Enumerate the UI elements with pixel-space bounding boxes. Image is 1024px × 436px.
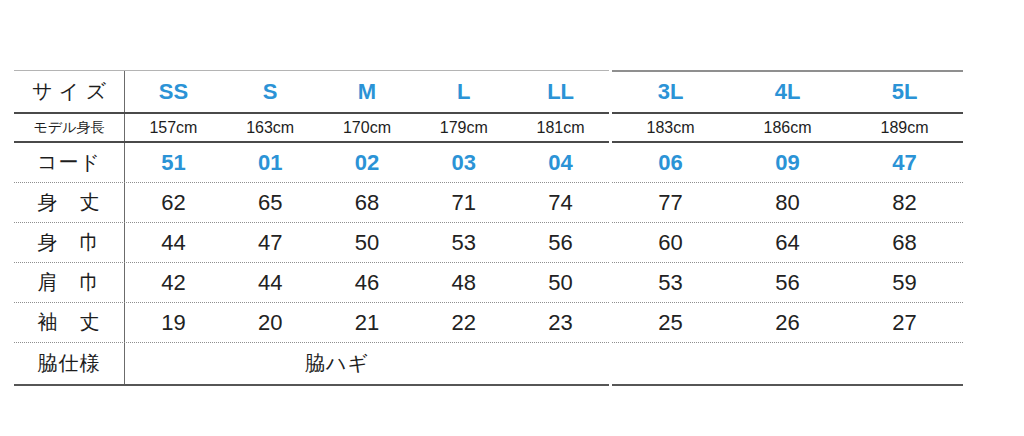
size-cell-s: S [222, 79, 319, 105]
side-spec-label: 脇仕様 [14, 343, 125, 384]
model-height-row: モデル身長 157cm 163cm 170cm 179cm 181cm [14, 114, 609, 143]
size-cell-5l: 5L [846, 79, 963, 105]
measurement-cell: 64 [729, 230, 846, 256]
measurement-cell: 23 [512, 310, 609, 336]
size-cell-4l: 4L [729, 79, 846, 105]
size-header-row-right: 3L 4L 5L [612, 70, 963, 114]
shoulder-width-row-right: 53 56 59 [612, 263, 963, 303]
measurement-cell: 56 [512, 230, 609, 256]
shoulder-width-label: 肩 巾 [14, 263, 125, 302]
size-cell-ll: LL [512, 79, 609, 105]
measurement-cell: 56 [729, 270, 846, 296]
size-chart-section-right: 3L 4L 5L 183cm 186cm 189cm 06 09 47 77 8… [612, 70, 963, 386]
size-header-row: サイズ SS S M L LL [14, 70, 609, 114]
code-row: コード 51 01 02 03 04 [14, 143, 609, 183]
sleeve-length-row: 袖 丈 19 20 21 22 23 [14, 303, 609, 343]
model-height-cell: 170cm [319, 119, 416, 137]
measurement-cell: 71 [415, 190, 512, 216]
shoulder-width-row: 肩 巾 42 44 46 48 50 [14, 263, 609, 303]
measurement-cell: 62 [125, 190, 222, 216]
measurement-cell: 53 [612, 270, 729, 296]
model-height-row-right: 183cm 186cm 189cm [612, 114, 963, 143]
side-spec-row: 脇仕様 脇ハギ [14, 343, 609, 386]
body-length-label: 身 丈 [14, 183, 125, 222]
measurement-cell: 68 [846, 230, 963, 256]
size-cell-ss: SS [125, 79, 222, 105]
size-chart-section-left: サイズ SS S M L LL モデル身長 157cm 163cm 170cm … [14, 70, 609, 386]
sleeve-length-label: 袖 丈 [14, 303, 125, 342]
measurement-cell: 59 [846, 270, 963, 296]
sleeve-length-row-right: 25 26 27 [612, 303, 963, 343]
measurement-cell: 53 [415, 230, 512, 256]
measurement-cell: 21 [319, 310, 416, 336]
size-chart-table: サイズ SS S M L LL モデル身長 157cm 163cm 170cm … [14, 70, 963, 386]
model-height-cell: 179cm [415, 119, 512, 137]
body-width-label: 身 巾 [14, 223, 125, 262]
model-height-label: モデル身長 [14, 114, 125, 141]
measurement-cell: 82 [846, 190, 963, 216]
measurement-cell: 42 [125, 270, 222, 296]
code-cell: 06 [612, 150, 729, 176]
body-width-row: 身 巾 44 47 50 53 56 [14, 223, 609, 263]
measurement-cell: 80 [729, 190, 846, 216]
side-spec-value: 脇ハギ [125, 350, 609, 377]
size-cell-l: L [415, 79, 512, 105]
measurement-cell: 19 [125, 310, 222, 336]
code-row-right: 06 09 47 [612, 143, 963, 183]
measurement-cell: 20 [222, 310, 319, 336]
measurement-cell: 44 [222, 270, 319, 296]
measurement-cell: 46 [319, 270, 416, 296]
code-cell: 04 [512, 150, 609, 176]
measurement-cell: 27 [846, 310, 963, 336]
measurement-cell: 50 [512, 270, 609, 296]
measurement-cell: 68 [319, 190, 416, 216]
body-width-row-right: 60 64 68 [612, 223, 963, 263]
code-cell: 09 [729, 150, 846, 176]
size-cell-m: M [319, 79, 416, 105]
size-cell-3l: 3L [612, 79, 729, 105]
measurement-cell: 22 [415, 310, 512, 336]
code-row-label: コード [14, 143, 125, 182]
size-chart-page: サイズ SS S M L LL モデル身長 157cm 163cm 170cm … [0, 0, 1024, 436]
model-height-cell: 183cm [612, 119, 729, 137]
measurement-cell: 26 [729, 310, 846, 336]
measurement-cell: 65 [222, 190, 319, 216]
code-cell: 02 [319, 150, 416, 176]
side-spec-row-right [612, 343, 963, 386]
body-length-row-right: 77 80 82 [612, 183, 963, 223]
measurement-cell: 44 [125, 230, 222, 256]
model-height-cell: 186cm [729, 119, 846, 137]
code-cell: 47 [846, 150, 963, 176]
code-cell: 51 [125, 150, 222, 176]
measurement-cell: 60 [612, 230, 729, 256]
measurement-cell: 47 [222, 230, 319, 256]
model-height-cell: 163cm [222, 119, 319, 137]
measurement-cell: 50 [319, 230, 416, 256]
measurement-cell: 48 [415, 270, 512, 296]
measurement-cell: 74 [512, 190, 609, 216]
body-length-row: 身 丈 62 65 68 71 74 [14, 183, 609, 223]
code-cell: 03 [415, 150, 512, 176]
measurement-cell: 25 [612, 310, 729, 336]
measurement-cell: 77 [612, 190, 729, 216]
model-height-cell: 157cm [125, 119, 222, 137]
size-row-label: サイズ [14, 71, 125, 112]
model-height-cell: 181cm [512, 119, 609, 137]
model-height-cell: 189cm [846, 119, 963, 137]
code-cell: 01 [222, 150, 319, 176]
